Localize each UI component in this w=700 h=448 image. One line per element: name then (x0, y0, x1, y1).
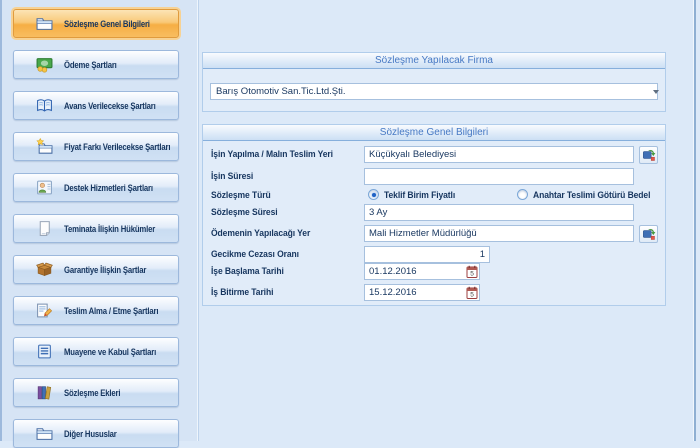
new-folder-icon (35, 138, 53, 156)
sidebar-item-odeme-sartlari[interactable]: Ödeme Şartları (13, 50, 179, 79)
sidebar-item-label: Ödeme Şartları (64, 59, 117, 70)
list-document-icon (35, 343, 53, 361)
edit-document-icon (35, 302, 53, 320)
sidebar-item-garantiye-iliskin-sartlar[interactable]: Garantiye İlişkin Şartlar (13, 255, 179, 284)
bitirme-tarihi-calendar-button[interactable]: 5 (465, 285, 478, 299)
sidebar-item-label: Diğer Hususlar (64, 428, 117, 439)
sidebar-item-avans-verilecekse-sartlari[interactable]: Avans Verilecekse Şartları (13, 91, 179, 120)
gecikme-orani-input[interactable]: 1 (364, 246, 490, 263)
is-yeri-label: İşin Yapılma / Malın Teslim Yeri (211, 149, 333, 159)
sozlesme-turu-label: Sözleşme Türü (211, 190, 271, 200)
sidebar-item-teslim-alma-etme-sartlari[interactable]: Teslim Alma / Etme Şartları (13, 296, 179, 325)
odeme-yeri-lookup-button[interactable] (639, 225, 658, 243)
sidebar-item-diger-hususlar[interactable]: Diğer Hususlar (13, 419, 179, 448)
gecikme-orani-label: Gecikme Cezası Oranı (211, 249, 299, 259)
sozlesme-suresi-label: Sözleşme Süresi (211, 207, 278, 217)
is-yeri-lookup-button[interactable] (639, 146, 658, 164)
sozlesme-suresi-input[interactable]: 3 Ay (364, 204, 634, 221)
lookup-icon (642, 229, 656, 240)
baslama-tarihi-input[interactable]: 01.12.2016 (364, 263, 480, 280)
calendar-icon: 5 (466, 265, 477, 278)
radio-anahtar-teslimi-goturu-bedel-label: Anahtar Teslimi Götürü Bedel (533, 190, 651, 200)
radio-teklif-birim-fiyatli[interactable] (368, 189, 379, 200)
firm-section-panel: Sözleşme Yapılacak Firma Barış Otomotiv … (202, 52, 666, 112)
sidebar-item-label: Sözleşme Genel Bilgileri (64, 18, 150, 29)
calendar-icon: 5 (466, 286, 477, 299)
is-suresi-label: İşin Süresi (211, 171, 254, 181)
sidebar-item-label: Teminata İlişkin Hükümler (64, 223, 156, 234)
sidebar-item-label: Destek Hizmetleri Şartları (64, 182, 153, 193)
radio-anahtar-teslimi-goturu-bedel[interactable] (517, 189, 528, 200)
sidebar-item-label: Avans Verilecekse Şartları (64, 100, 156, 111)
right-border-rule (694, 0, 696, 441)
sidebar-item-label: Muayene ve Kabul Şartları (64, 346, 157, 357)
baslama-tarihi-label: İşe Başlama Tarihi (211, 266, 284, 276)
lookup-icon (642, 150, 656, 161)
svg-text:5: 5 (470, 270, 474, 277)
sidebar: Sözleşme Genel Bilgileri Ödeme Şartları … (0, 0, 199, 448)
folder-icon (35, 425, 53, 443)
sidebar-item-teminata-iliskin-hukumler[interactable]: Teminata İlişkin Hükümler (13, 214, 179, 243)
open-box-icon (35, 261, 53, 279)
sidebar-item-label: Sözleşme Ekleri (64, 387, 121, 398)
sidebar-item-destek-hizmetleri-sartlari[interactable]: Destek Hizmetleri Şartları (13, 173, 179, 202)
note-page-icon (35, 220, 53, 238)
odeme-yeri-input[interactable]: Mali Hizmetler Müdürlüğü (364, 225, 634, 242)
sidebar-item-sozlesme-ekleri[interactable]: Sözleşme Ekleri (13, 378, 179, 407)
firm-section-title: Sözleşme Yapılacak Firma (203, 53, 665, 69)
firm-combobox-value: Barış Otomotiv San.Tic.Ltd.Şti. (216, 86, 346, 97)
general-section-panel: Sözleşme Genel Bilgileri İşin Yapılma / … (202, 124, 666, 306)
radio-teklif-birim-fiyatli-label: Teklif Birim Fiyatlı (384, 190, 456, 200)
user-card-icon (35, 179, 53, 197)
svg-text:5: 5 (470, 291, 474, 298)
folder-icon (35, 15, 53, 33)
firm-combobox[interactable]: Barış Otomotiv San.Tic.Ltd.Şti. (210, 83, 658, 100)
general-section-title: Sözleşme Genel Bilgileri (203, 125, 665, 141)
open-book-icon (35, 97, 53, 115)
is-suresi-input[interactable] (364, 168, 634, 185)
sidebar-item-label: Fiyat Farkı Verilecekse Şartları (64, 141, 171, 152)
is-yeri-input[interactable]: Küçükyalı Belediyesi (364, 146, 634, 163)
baslama-tarihi-calendar-button[interactable]: 5 (465, 264, 478, 278)
sidebar-item-sozlesme-genel-bilgileri[interactable]: Sözleşme Genel Bilgileri (13, 9, 179, 38)
books-icon (35, 384, 53, 402)
sidebar-item-fiyat-farki-verilecekse-sartlari[interactable]: Fiyat Farkı Verilecekse Şartları (13, 132, 179, 161)
sidebar-item-label: Teslim Alma / Etme Şartları (64, 305, 159, 316)
bitirme-tarihi-label: İş Bitirme Tarihi (211, 287, 274, 297)
odeme-yeri-label: Ödemenin Yapılacağı Yer (211, 228, 311, 238)
main-content: Sözleşme Yapılacak Firma Barış Otomotiv … (197, 0, 700, 441)
sidebar-item-muayene-ve-kabul-sartlari[interactable]: Muayene ve Kabul Şartları (13, 337, 179, 366)
chevron-down-icon[interactable] (653, 90, 659, 94)
money-icon (35, 56, 53, 74)
sidebar-item-label: Garantiye İlişkin Şartlar (64, 264, 147, 275)
bitirme-tarihi-input[interactable]: 15.12.2016 (364, 284, 480, 301)
